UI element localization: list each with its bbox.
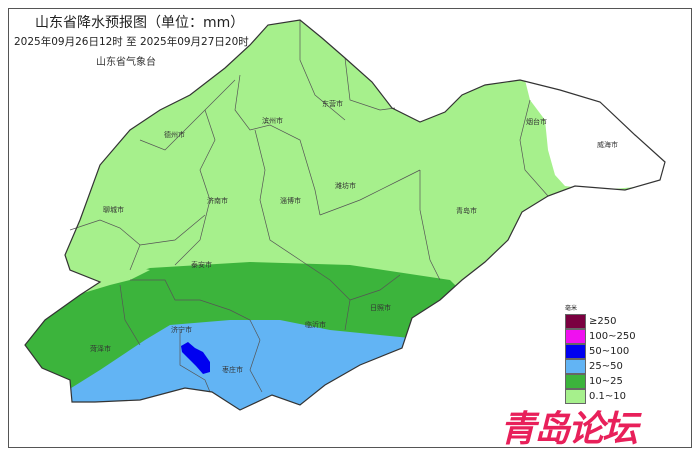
zone-light-west (25, 268, 150, 320)
city-jining: 济宁市 (171, 325, 192, 334)
legend-swatch (565, 344, 586, 359)
city-weifang: 潍坊市 (335, 181, 356, 190)
city-zibo: 淄博市 (280, 196, 301, 205)
city-taian: 泰安市 (191, 260, 212, 269)
legend-unit: 毫米 (565, 305, 578, 312)
city-zaozhuang: 枣庄市 (222, 365, 243, 374)
legend-label: 25~50 (589, 361, 623, 372)
legend-label: 50~100 (589, 346, 630, 357)
legend: 毫米 ≥250 100~250 50~100 25~50 10~25 0.1~10 (565, 303, 636, 404)
zone-50-100 (181, 342, 210, 374)
watermark-logo: 青岛论坛 (500, 409, 638, 450)
legend-label: 0.1~10 (589, 391, 627, 402)
city-boundaries (69, 20, 549, 393)
legend-label: 10~25 (589, 376, 623, 387)
forecast-period: 2025年09月26日12时 至 2025年09月27日20时 (14, 36, 249, 48)
map-title: 山东省降水预报图（单位：mm） (35, 15, 245, 31)
zone-no-rain (525, 80, 665, 190)
legend-item: 50~100 (565, 344, 636, 359)
legend-item: 10~25 (565, 374, 636, 389)
legend-label: ≥250 (589, 316, 617, 327)
city-binzhou: 滨州市 (262, 116, 283, 125)
city-liaocheng: 聊城市 (103, 205, 124, 214)
city-weihai: 威海市 (597, 140, 618, 149)
legend-item: 0.1~10 (565, 389, 636, 404)
legend-swatch (565, 374, 586, 389)
city-qingdao: 青岛市 (456, 206, 477, 215)
city-dongying: 东营市 (322, 99, 343, 108)
city-labels: 德州市 滨州市 东营市 烟台市 威海市 聊城市 济南市 淄博市 潍坊市 青岛市 … (90, 99, 618, 374)
zone-25-50 (60, 320, 410, 410)
legend-swatch (565, 359, 586, 374)
city-dezhou: 德州市 (164, 130, 185, 139)
city-linyi: 临沂市 (305, 320, 326, 329)
legend-item: 25~50 (565, 359, 636, 374)
city-yantai: 烟台市 (526, 117, 547, 126)
map-frame (8, 8, 692, 448)
city-rizhao: 日照市 (370, 303, 391, 312)
legend-item: ≥250 (565, 314, 636, 329)
city-jinan: 济南市 (207, 196, 228, 205)
issuer: 山东省气象台 (96, 57, 156, 68)
legend-swatch (565, 329, 586, 344)
legend-swatch (565, 389, 586, 404)
city-heze: 菏泽市 (90, 344, 111, 353)
legend-item: 100~250 (565, 329, 636, 344)
legend-swatch (565, 314, 586, 329)
legend-label: 100~250 (589, 331, 636, 342)
